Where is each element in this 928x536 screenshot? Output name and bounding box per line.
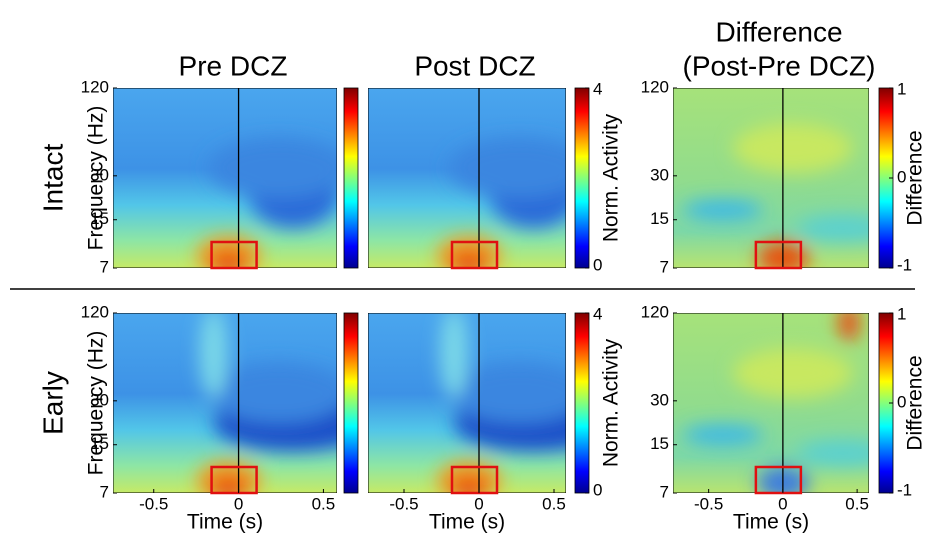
highlight-box <box>210 465 258 495</box>
x-tick-label: 0 <box>474 494 483 513</box>
y-tick-label: 7 <box>660 257 669 276</box>
y-tick-label: 120 <box>81 77 109 96</box>
colorbar-tick-label: 1 <box>897 79 906 98</box>
heatmap-texture <box>437 313 566 493</box>
colorbar-label: Difference <box>904 355 927 450</box>
y-tick-label: 7 <box>100 482 109 501</box>
y-tick-label: 30 <box>650 165 669 184</box>
y-axis-label: Frequency (Hz) <box>85 331 108 476</box>
colorbar-tick-label: 0 <box>897 167 906 186</box>
highlight-box <box>450 240 499 270</box>
x-tick-label: 0 <box>778 494 787 513</box>
y-tick-label: 30 <box>650 390 669 409</box>
x-axis-label: Time (s) <box>733 511 809 534</box>
mid-region <box>732 123 853 173</box>
column-title: Pre DCZ <box>179 50 288 81</box>
y-tick-label: 120 <box>641 302 669 321</box>
row-label: Early <box>37 371 68 435</box>
colorbar-label: Norm. Activity <box>600 338 623 467</box>
highlight-box <box>754 240 803 270</box>
x-tick-label: 0.5 <box>845 494 869 513</box>
heatmap <box>113 313 337 493</box>
highlight-box <box>210 240 258 270</box>
high-region <box>451 478 487 493</box>
column-title: (Post-Pre DCZ) <box>683 50 876 81</box>
colorbar <box>343 87 359 269</box>
x-axis-label: Time (s) <box>187 511 263 534</box>
colorbar-tick-label: 1 <box>897 304 906 323</box>
colorbar-tick-label: 4 <box>593 79 602 98</box>
x-tick-label: -0.5 <box>694 494 723 513</box>
y-tick-label: 7 <box>100 257 109 276</box>
heatmap <box>368 313 566 493</box>
low-region <box>208 138 337 198</box>
low-region <box>682 425 763 445</box>
low-region <box>449 138 566 198</box>
colorbar <box>343 312 359 494</box>
low-region <box>449 363 566 423</box>
y-tick-label: 30 <box>90 165 109 184</box>
x-tick-label: 0.5 <box>312 494 336 513</box>
heatmap <box>113 88 337 268</box>
column-title: Post DCZ <box>414 50 535 81</box>
colorbar-tick-label: -1 <box>897 255 912 274</box>
x-tick-label: -0.5 <box>139 494 168 513</box>
colorbar <box>574 312 590 494</box>
low-region <box>682 200 763 220</box>
colorbar-tick-label: 0 <box>593 480 602 499</box>
row-label: Intact <box>37 144 68 213</box>
y-tick-label: 7 <box>660 482 669 501</box>
heatmap <box>368 88 566 268</box>
y-tick-label: 120 <box>641 77 669 96</box>
colorbar-tick-label: -1 <box>897 480 912 499</box>
y-tick-label: 30 <box>90 390 109 409</box>
y-tick-label: 15 <box>650 434 669 453</box>
y-tick-label: 15 <box>90 434 109 453</box>
highlight-box <box>450 465 499 495</box>
colorbar-tick-label: 4 <box>593 304 602 323</box>
mid-region <box>440 313 468 398</box>
low-region <box>208 363 337 423</box>
x-tick-label: 0.5 <box>542 494 566 513</box>
mid-region <box>732 348 853 398</box>
colorbar-label: Norm. Activity <box>600 113 623 242</box>
y-tick-label: 120 <box>81 302 109 321</box>
high-region <box>210 253 247 268</box>
high-region <box>839 313 859 341</box>
low-region <box>797 441 869 465</box>
high-region <box>451 253 487 268</box>
colorbar-tick-label: 0 <box>593 255 602 274</box>
heatmap <box>673 313 869 493</box>
highlight-box <box>754 465 803 495</box>
mid-region <box>199 313 228 398</box>
x-tick-label: 0 <box>234 494 243 513</box>
high-region <box>210 478 247 493</box>
x-axis-label: Time (s) <box>429 511 505 534</box>
y-tick-label: 15 <box>650 209 669 228</box>
heatmap <box>673 88 869 268</box>
low-region <box>797 216 869 240</box>
column-title: Difference <box>715 16 842 47</box>
x-tick-label: -0.5 <box>389 494 418 513</box>
colorbar-tick-label: 0 <box>897 392 906 411</box>
colorbar-label: Difference <box>904 130 927 225</box>
y-tick-label: 15 <box>90 209 109 228</box>
colorbar <box>574 87 590 269</box>
y-axis-label: Frequency (Hz) <box>85 106 108 251</box>
